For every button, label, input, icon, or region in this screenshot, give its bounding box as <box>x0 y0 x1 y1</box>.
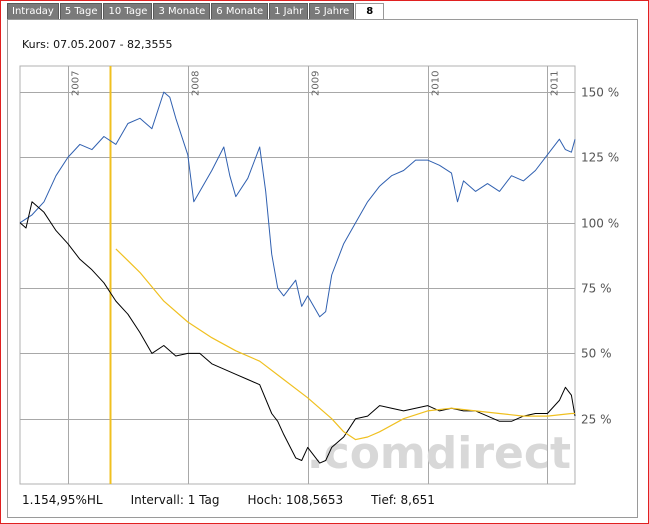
x-tick-label: 2009 <box>311 71 322 96</box>
x-tick-label: 2011 <box>550 71 561 96</box>
y-tick-label: 25 % <box>581 413 612 427</box>
chart-panel <box>7 19 638 518</box>
y-tick-label: 100 % <box>581 217 619 231</box>
tab-6-monate[interactable]: 6 Monate <box>211 3 269 20</box>
comdirect-watermark: .comdirect <box>307 428 571 479</box>
intervall-value: Intervall: 1 Tag <box>130 493 220 507</box>
series-line-blue-series <box>19 91 576 318</box>
y-tick-label: 50 % <box>581 347 612 361</box>
x-tick-label: 2007 <box>71 71 82 96</box>
y-tick-label: 125 % <box>581 151 619 165</box>
kurs-label: Kurs: 07.05.2007 - 82,3555 <box>22 38 173 51</box>
series-line-black-series <box>19 201 576 464</box>
plot-area <box>19 65 576 485</box>
hl-value: 1.154,95%HL <box>22 493 103 507</box>
y-tick-label: 150 % <box>581 86 619 100</box>
series-line-moving-average <box>115 248 575 441</box>
chart-footer: 1.154,95%HL Intervall: 1 Tag Hoch: 108,5… <box>22 493 463 507</box>
y-tick-label: 75 % <box>581 282 612 296</box>
x-tick-label: 2010 <box>431 71 442 96</box>
x-tick-label: 2008 <box>191 71 202 96</box>
tief-value: Tief: 8,651 <box>371 493 435 507</box>
hoch-value: Hoch: 108,5653 <box>247 493 344 507</box>
